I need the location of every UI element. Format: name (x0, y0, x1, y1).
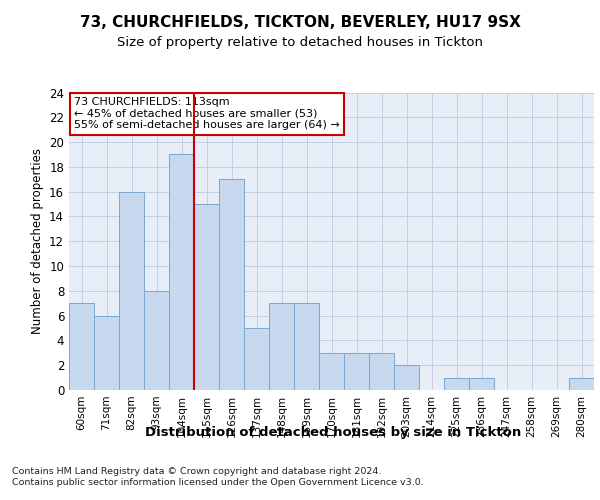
Text: Contains HM Land Registry data © Crown copyright and database right 2024.
Contai: Contains HM Land Registry data © Crown c… (12, 468, 424, 487)
Bar (69, 303, 94, 390)
Bar (144, 291, 169, 390)
Bar (444, 378, 469, 390)
Bar (219, 180, 244, 390)
Text: Size of property relative to detached houses in Tickton: Size of property relative to detached ho… (117, 36, 483, 49)
Bar (94, 316, 119, 390)
Bar (244, 328, 269, 390)
Text: 73, CHURCHFIELDS, TICKTON, BEVERLEY, HU17 9SX: 73, CHURCHFIELDS, TICKTON, BEVERLEY, HU1… (80, 15, 520, 30)
Bar (344, 353, 369, 390)
Bar (169, 154, 194, 390)
Bar (319, 353, 344, 390)
Bar (294, 303, 319, 390)
Bar (394, 365, 419, 390)
Bar (119, 192, 144, 390)
Bar (569, 378, 594, 390)
Bar (269, 303, 294, 390)
Text: 73 CHURCHFIELDS: 113sqm
← 45% of detached houses are smaller (53)
55% of semi-de: 73 CHURCHFIELDS: 113sqm ← 45% of detache… (74, 97, 340, 130)
Y-axis label: Number of detached properties: Number of detached properties (31, 148, 44, 334)
Text: Distribution of detached houses by size in Tickton: Distribution of detached houses by size … (145, 426, 521, 439)
Bar (469, 378, 494, 390)
Bar (194, 204, 219, 390)
Bar (369, 353, 394, 390)
